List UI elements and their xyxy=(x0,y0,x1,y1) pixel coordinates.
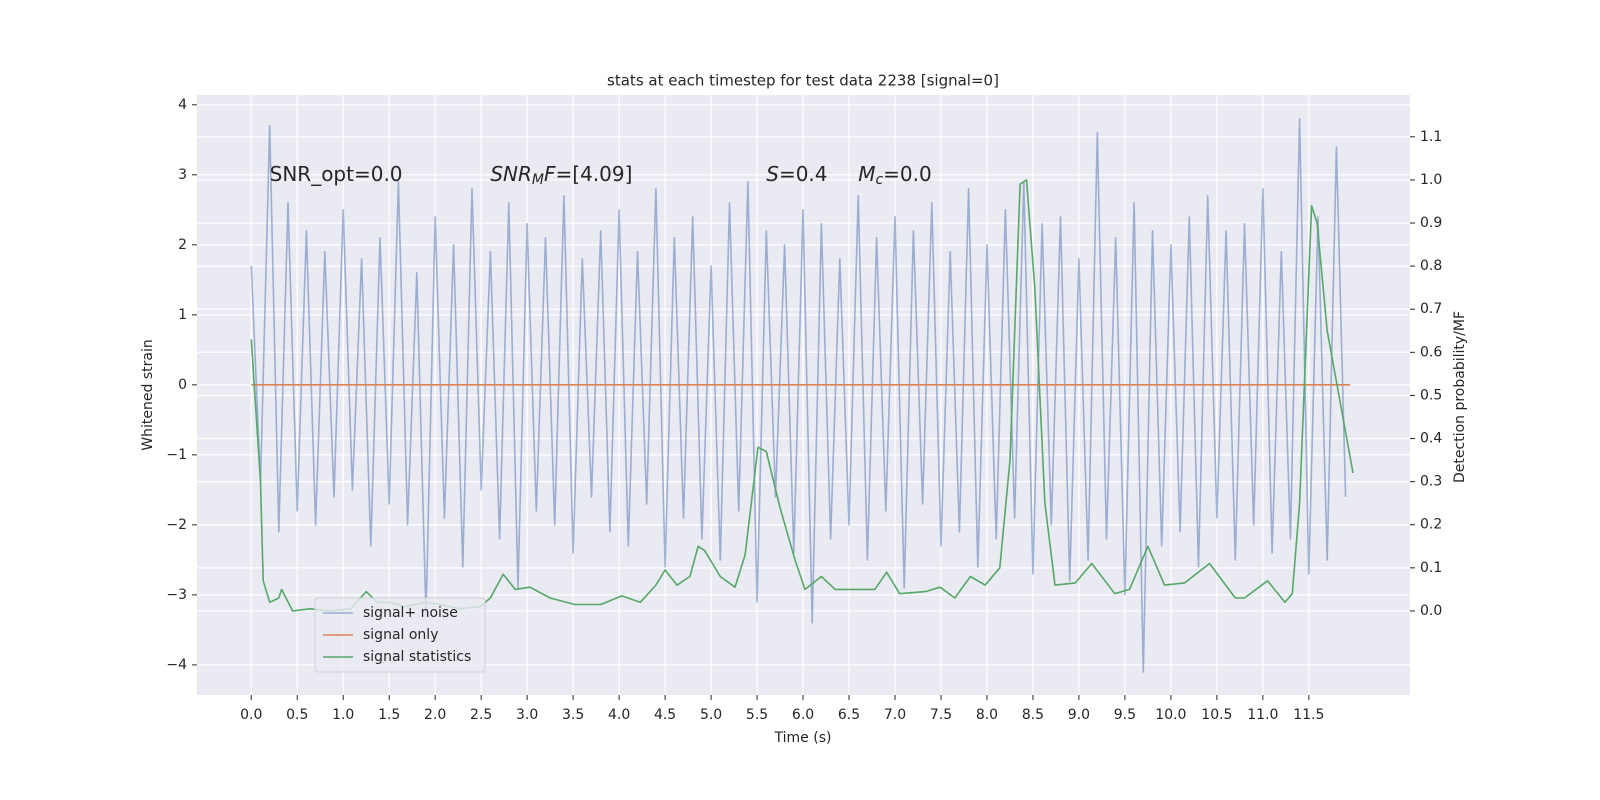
x-tick-label: 7.0 xyxy=(884,707,906,723)
x-tick-label: 5.0 xyxy=(700,707,722,723)
x-tick-label: 10.0 xyxy=(1155,707,1186,723)
y-tick-label: −3 xyxy=(166,587,187,603)
y2-tick-label: 0.5 xyxy=(1420,387,1442,403)
y2-tick-label: 0.0 xyxy=(1420,603,1442,619)
x-tick-label: 4.5 xyxy=(654,707,676,723)
x-tick-label: 2.0 xyxy=(424,707,446,723)
axes: 0.0 0.5 1.0 1.5 2.0 2.5 3.0 3.5 4.0 4.5 5.0 5.5 6.0 6… xyxy=(166,97,1442,723)
y2-tick-label: 0.7 xyxy=(1420,301,1442,317)
x-tick-label: 8.0 xyxy=(976,707,998,723)
chart-title: stats at each timestep for test data 223… xyxy=(607,72,999,90)
x-tick-label: 11.0 xyxy=(1247,707,1278,723)
x-tick-label: 1.5 xyxy=(378,707,400,723)
annotation-part: =[4.09] xyxy=(556,161,633,185)
y2-tick-label: 0.3 xyxy=(1420,474,1442,490)
y-tick-label: −4 xyxy=(166,657,187,673)
series-line xyxy=(250,118,1347,673)
legend-box xyxy=(314,597,486,673)
legend-label: signal only xyxy=(363,627,438,643)
x-tick-label: 7.5 xyxy=(930,707,952,723)
annotation: S=0.4 xyxy=(766,161,827,185)
annotation-part: F xyxy=(544,161,556,185)
y2-tick-label: 0.9 xyxy=(1420,215,1442,231)
x-tick-label: 6.5 xyxy=(838,707,860,723)
x-tick-label: 0.5 xyxy=(286,707,308,723)
annotation: SNR_opt=0.0 xyxy=(270,161,403,185)
x-axis-label: Time (s) xyxy=(774,730,832,746)
annotation: Mc=0.0 xyxy=(858,161,932,188)
x-tick-label: 2.5 xyxy=(470,707,492,723)
x-tick-label: 8.5 xyxy=(1022,707,1044,723)
x-tick-label: 1.0 xyxy=(332,707,354,723)
y-tick-label: 3 xyxy=(178,167,187,183)
annotation-part: SNR xyxy=(490,161,532,185)
y-tick-label: 2 xyxy=(178,237,187,253)
y-tick-label: 4 xyxy=(178,97,187,113)
y-tick-label: 0 xyxy=(178,377,187,393)
y-tick-label: −2 xyxy=(166,517,187,533)
x-tick-label: 0.0 xyxy=(240,707,262,723)
legend-label: signal statistics xyxy=(363,649,471,665)
y-tick-label: −1 xyxy=(166,447,187,463)
y2-tick-label: 0.4 xyxy=(1420,431,1442,447)
y2-tick-label: 1.1 xyxy=(1420,129,1442,145)
x-tick-label: 11.5 xyxy=(1293,707,1324,723)
annotation-part: =0.0 xyxy=(883,161,932,185)
x-tick-label: 6.0 xyxy=(792,707,814,723)
x-tick-label: 3.5 xyxy=(562,707,584,723)
x-tick-label: 9.5 xyxy=(1114,707,1136,723)
annotation-part: c xyxy=(875,172,883,188)
y-axis-label: Whitened strain xyxy=(140,339,156,450)
legend-label: signal+ noise xyxy=(363,605,458,621)
y-tick-label: 1 xyxy=(178,307,187,323)
annotation-part: =0.4 xyxy=(779,161,828,185)
y2-tick-label: 0.1 xyxy=(1420,560,1442,576)
y2-axis-label: Detection probability/MF xyxy=(1452,311,1468,483)
x-tick-label: 9.0 xyxy=(1068,707,1090,723)
x-tick-label: 4.0 xyxy=(608,707,630,723)
annotation-part: SNR_opt=0.0 xyxy=(270,161,403,185)
annotation-part: M xyxy=(858,161,875,185)
legend: signal+ noise signal only signal statistic… xyxy=(314,597,486,673)
annotation-part: S xyxy=(766,161,779,185)
y2-tick-label: 0.6 xyxy=(1420,344,1442,360)
y2-tick-label: 1.0 xyxy=(1420,172,1442,188)
x-tick-label: 3.0 xyxy=(516,707,538,723)
y2-tick-label: 0.2 xyxy=(1420,517,1442,533)
annotation-part: M xyxy=(532,172,544,188)
x-tick-label: 10.5 xyxy=(1201,707,1232,723)
x-tick-label: 5.5 xyxy=(746,707,768,723)
y2-tick-label: 0.8 xyxy=(1420,258,1442,274)
annotation: SNRMF=[4.09] xyxy=(490,161,632,188)
